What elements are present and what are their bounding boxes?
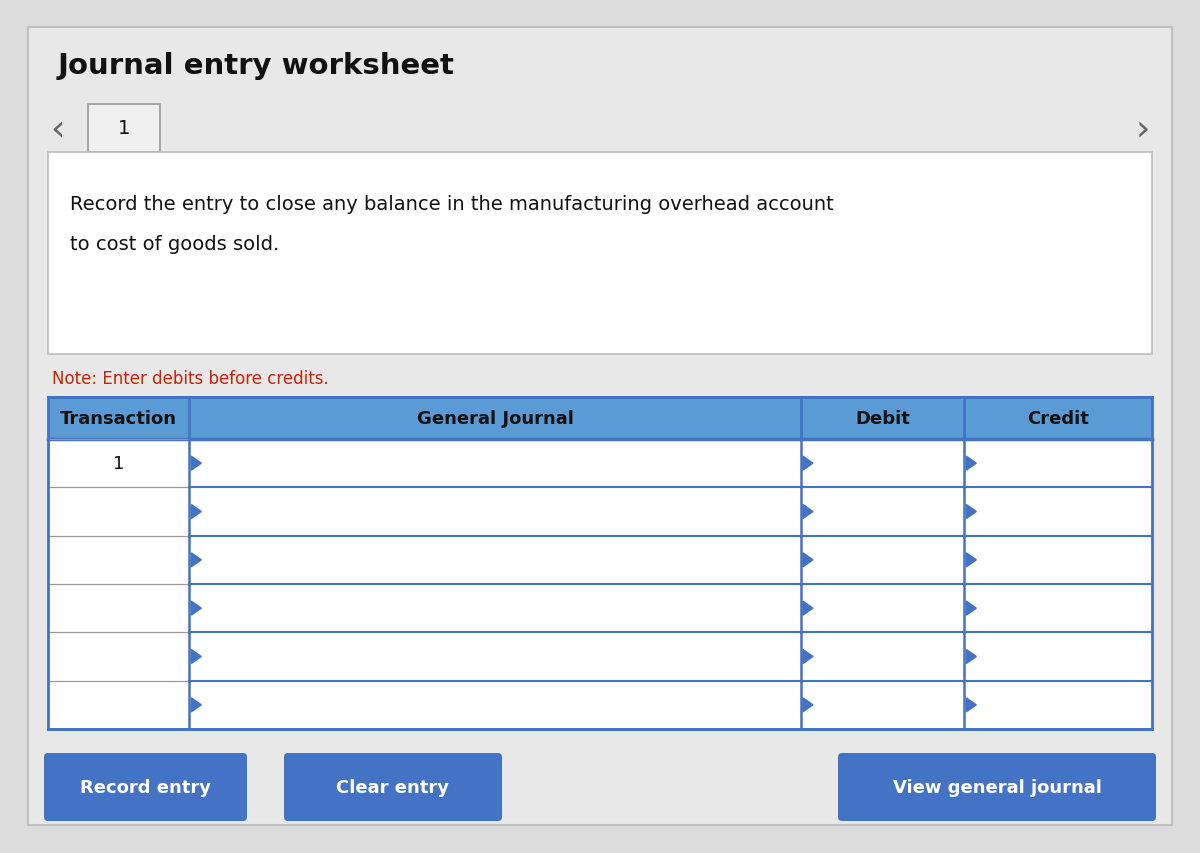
Bar <box>48 633 1152 681</box>
Polygon shape <box>191 698 202 712</box>
Polygon shape <box>191 554 202 567</box>
Text: Record entry: Record entry <box>80 778 211 796</box>
Bar <box>48 439 1152 488</box>
Text: Journal entry worksheet: Journal entry worksheet <box>58 52 455 80</box>
Text: 1: 1 <box>113 455 125 473</box>
Text: Debit: Debit <box>856 409 910 427</box>
Polygon shape <box>966 554 977 567</box>
Text: Record the entry to close any balance in the manufacturing overhead account: Record the entry to close any balance in… <box>70 194 834 214</box>
Polygon shape <box>191 505 202 519</box>
Polygon shape <box>803 554 812 567</box>
Text: General Journal: General Journal <box>416 409 574 427</box>
Polygon shape <box>191 456 202 471</box>
Polygon shape <box>803 698 812 712</box>
Text: ‹: ‹ <box>50 113 65 147</box>
Polygon shape <box>966 698 977 712</box>
Text: View general journal: View general journal <box>893 778 1102 796</box>
Bar <box>48 681 1152 729</box>
Bar <box>48 153 1152 355</box>
Text: to cost of goods sold.: to cost of goods sold. <box>70 235 280 253</box>
Text: Transaction: Transaction <box>60 409 178 427</box>
Text: Note: Enter debits before credits.: Note: Enter debits before credits. <box>52 369 329 387</box>
Text: Credit: Credit <box>1027 409 1090 427</box>
Text: Clear entry: Clear entry <box>336 778 450 796</box>
Bar <box>88 105 160 153</box>
Text: ›: › <box>1135 113 1150 147</box>
Bar <box>48 536 1152 584</box>
Bar <box>48 584 1152 633</box>
Polygon shape <box>966 601 977 616</box>
Polygon shape <box>803 601 812 616</box>
Polygon shape <box>803 505 812 519</box>
Bar <box>48 397 1152 729</box>
Polygon shape <box>803 650 812 664</box>
Polygon shape <box>803 456 812 471</box>
Text: 1: 1 <box>118 119 130 138</box>
Polygon shape <box>191 650 202 664</box>
Polygon shape <box>966 650 977 664</box>
FancyBboxPatch shape <box>838 753 1156 821</box>
Bar <box>48 397 1152 729</box>
Polygon shape <box>966 505 977 519</box>
FancyBboxPatch shape <box>284 753 502 821</box>
Polygon shape <box>966 456 977 471</box>
Bar <box>48 488 1152 536</box>
Bar <box>48 397 1152 439</box>
Polygon shape <box>191 601 202 616</box>
FancyBboxPatch shape <box>44 753 247 821</box>
